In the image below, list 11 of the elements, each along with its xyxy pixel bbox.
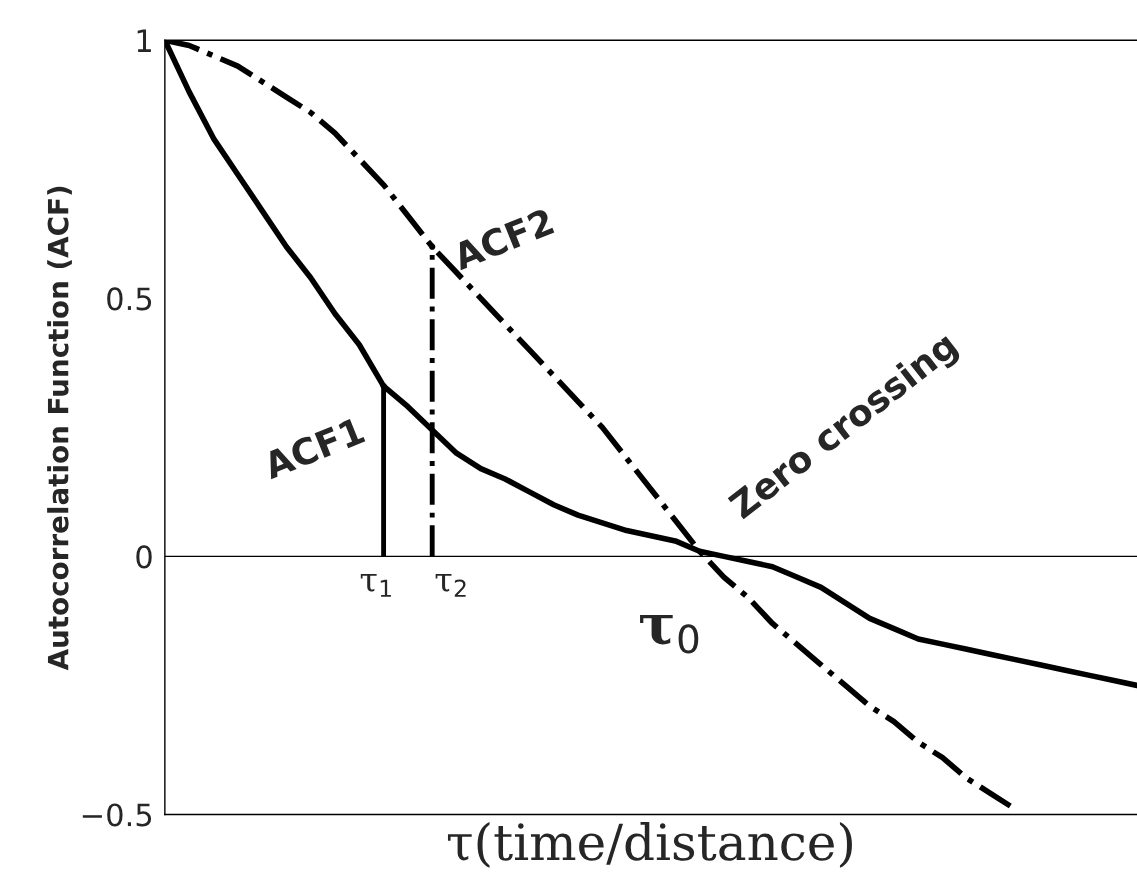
annotation: ACF2 (450, 207, 555, 271)
y-tick-label: 0.5 (107, 287, 152, 311)
y-tick-label: −0.5 (82, 803, 152, 827)
y-tick-label: 0 (136, 545, 152, 569)
annotation: τ$_{0}$ (640, 615, 699, 654)
y-axis-title: Autocorrelation Function (ACF) (47, 186, 72, 671)
annotation: τ$_{2}$ (435, 574, 466, 597)
annotation: τ$_{1}$ (360, 574, 391, 597)
x-axis-title: τ(time/distance) (447, 822, 852, 868)
annotation: ACF1 (261, 416, 366, 480)
y-tick-label: 1 (137, 29, 151, 52)
